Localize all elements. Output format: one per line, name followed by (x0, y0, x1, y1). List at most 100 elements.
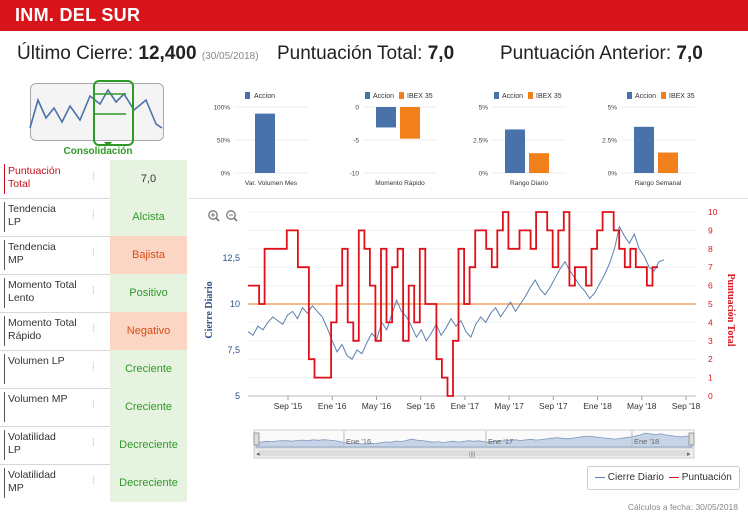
row-momento-total-rapido: Momento Total Rápido ⁞ Negativo (0, 312, 187, 351)
legend-ibex-swatch (528, 92, 533, 99)
y2-tick-label: 9 (708, 225, 713, 235)
legend-accion-label: Accion (373, 93, 394, 100)
x-tick-label: May '18 (627, 401, 657, 411)
last-close-label: Último Cierre: (17, 43, 134, 64)
info-icon[interactable]: ⁞ (92, 476, 95, 487)
navigator[interactable]: |||| ◂ ▸ Ene '16 Ene '17 Ene '18 (253, 429, 695, 459)
row-tendencia-mp: Tendencia MP ⁞ Bajista (0, 236, 187, 275)
y2-tick-label: 7 (708, 262, 713, 272)
chart-legend[interactable]: Cierre Diario Puntuación (587, 466, 740, 490)
row-label: Volumen LP (8, 355, 65, 367)
y-tick-label: 5% (479, 105, 489, 112)
y-axis-title: Cierre Diario (204, 281, 215, 338)
y2-axis-title: Puntuación Total (725, 273, 736, 346)
navigator-label: Ene '17 (488, 437, 513, 446)
divider (188, 198, 748, 199)
previous-score: Puntuación Anterior: 7,0 (500, 43, 703, 65)
bar-ibex-35 (658, 152, 678, 173)
info-icon[interactable]: ⁞ (92, 172, 95, 183)
y-tick-label: 0% (608, 171, 618, 178)
pattern-thumbnail[interactable]: Consolidación (8, 80, 188, 162)
info-icon[interactable]: ⁞ (92, 210, 95, 221)
y-tick-label: 100% (213, 105, 230, 112)
navigator-handle-left[interactable] (253, 432, 260, 446)
row-label: Momento Total Rápido (8, 317, 77, 342)
navigator-handle-right[interactable] (688, 432, 695, 446)
y2-tick-label: 8 (708, 244, 713, 254)
calculation-date: Cálculos a fecha: 30/05/2018 (627, 502, 738, 512)
last-close: Último Cierre: 12,400 (30/05/2018) (17, 43, 259, 65)
row-volumen-mp: Volumen MP ⁞ Creciente (0, 388, 187, 427)
x-tick-label: May '16 (362, 401, 392, 411)
row-volatilidad-lp: Volatilidad LP ⁞ Decreciente (0, 426, 187, 465)
scroll-left-icon[interactable]: ◂ (256, 451, 260, 458)
mini-chart-weekly-range: Accion IBEX 35 5% 2.5% 0% Rango Semanal (602, 92, 695, 187)
legend-item-score[interactable]: Puntuación (669, 472, 732, 483)
y-tick-label: 12,5 (222, 253, 240, 263)
legend-ibex-swatch (661, 92, 666, 99)
bar-accion (376, 107, 396, 128)
y2-tick-label: 10 (708, 207, 718, 217)
line-swatch-icon (595, 476, 605, 478)
row-volumen-lp: Volumen LP ⁞ Creciente (0, 350, 187, 389)
legend-item-close[interactable]: Cierre Diario (595, 472, 664, 483)
x-tick-label: Sep '15 (274, 401, 303, 411)
row-label: Volatilidad MP (8, 469, 56, 494)
info-icon[interactable]: ⁞ (92, 362, 95, 373)
row-label: Puntuación Total (8, 165, 61, 190)
mini-chart-title: Rango Diario (510, 180, 548, 187)
mini-chart-title: Var. Volumen Mes (245, 180, 298, 187)
last-close-value: 12,400 (138, 43, 197, 64)
row-value: 7,0 (110, 160, 187, 198)
info-icon[interactable]: ⁞ (92, 248, 95, 259)
legend-accion-label: Accion (502, 93, 523, 100)
zoom-in-icon[interactable] (208, 210, 220, 222)
x-tick-label: Sep '16 (406, 401, 435, 411)
y2-tick-label: 2 (708, 354, 713, 364)
navigator-area (255, 432, 693, 448)
y2-tick-label: 6 (708, 281, 713, 291)
y-tick-label: 0% (479, 171, 489, 178)
scrollbar-grip-icon: |||| (469, 452, 476, 458)
y-tick-label: 10 (230, 299, 240, 309)
y-tick-label: 2.5% (602, 138, 617, 145)
line-swatch-icon (669, 476, 679, 478)
row-momento-total-lento: Momento Total Lento ⁞ Positivo (0, 274, 187, 313)
y2-tick-label: 0 (708, 391, 713, 401)
scroll-right-icon[interactable]: ▸ (687, 451, 691, 458)
legend-accion-swatch (365, 92, 370, 99)
legend-accion-label: Accion (635, 93, 656, 100)
row-value: Negativo (110, 312, 187, 350)
info-icon[interactable]: ⁞ (92, 438, 95, 449)
info-icon[interactable]: ⁞ (92, 286, 95, 297)
legend-accion-swatch (627, 92, 632, 99)
legend-ibex-label: IBEX 35 (669, 93, 695, 100)
scrollbar-thumb[interactable] (258, 450, 690, 456)
y2-tick-label: 5 (708, 299, 713, 309)
y-tick-label: -5 (353, 138, 359, 145)
y-tick-label: -10 (350, 171, 360, 178)
y2-tick-label: 1 (708, 373, 713, 383)
row-label: Volatilidad LP (8, 431, 56, 456)
info-icon[interactable]: ⁞ (92, 324, 95, 335)
y-tick-label: 7,5 (227, 345, 240, 355)
zoom-out-icon[interactable] (226, 210, 238, 222)
series-puntuacion (248, 211, 658, 397)
row-label: Tendencia MP (8, 241, 56, 266)
row-puntuacion-total: Puntuación Total ⁞ 7,0 (0, 160, 187, 199)
legend-score-label: Puntuación (681, 472, 732, 483)
mini-chart-momentum: Accion IBEX 35 0 -5 -10 Momento Rápido (350, 92, 437, 187)
mini-chart-title: Rango Semanal (635, 180, 682, 187)
y-tick-label: 50% (217, 138, 230, 145)
row-value: Decreciente (110, 426, 187, 464)
pattern-label: Consolidación (63, 146, 133, 157)
y2-tick-label: 4 (708, 317, 713, 327)
navigator-label: Ene '18 (634, 437, 659, 446)
x-tick-label: Sep '17 (539, 401, 568, 411)
legend-ibex-swatch (399, 92, 404, 99)
total-score-value: 7,0 (427, 43, 455, 64)
bar-accion (255, 113, 275, 173)
legend-accion-swatch (494, 92, 499, 99)
info-icon[interactable]: ⁞ (92, 400, 95, 411)
x-tick-label: Ene '16 (318, 401, 347, 411)
